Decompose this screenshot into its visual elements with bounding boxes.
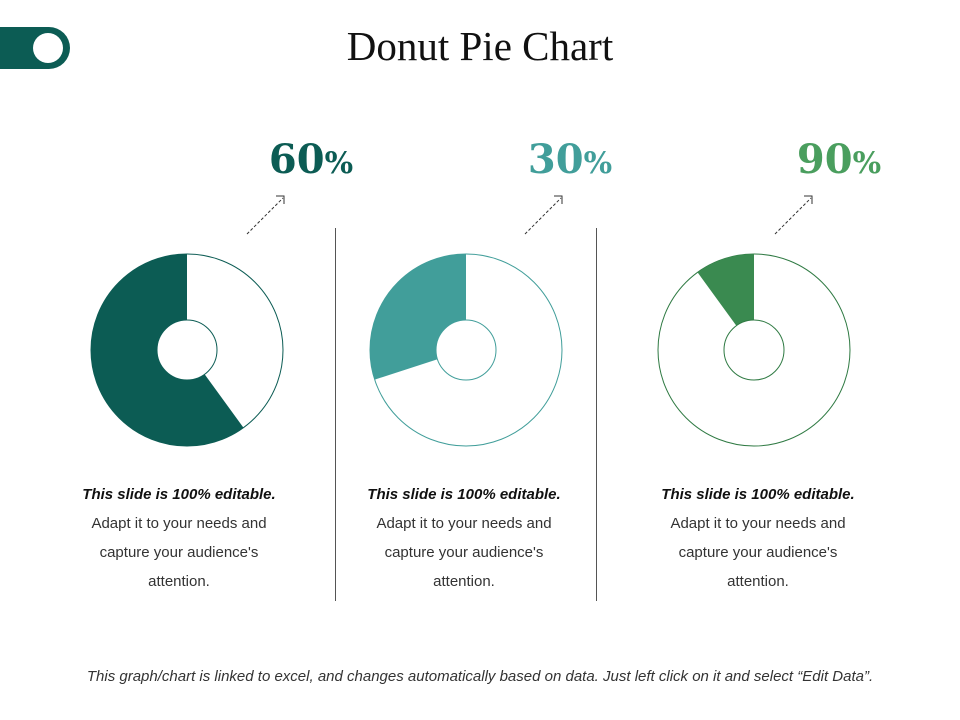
donut-hole-1 <box>156 319 218 381</box>
donut-hole-2 <box>435 319 497 381</box>
percentage-label-1: 60% <box>246 136 376 183</box>
caption-heading-2: This slide is 100% editable. <box>367 486 561 503</box>
caption-line-1a: Adapt it to your needs and <box>91 515 267 532</box>
caption-heading-1: This slide is 100% editable. <box>82 486 276 503</box>
percentage-value-3: 90 <box>796 136 853 183</box>
donut-chart-1[interactable] <box>87 250 287 450</box>
caption-line-3c: attention. <box>727 573 789 590</box>
arrow-icon <box>246 195 285 235</box>
caption-line-1b: capture your audience's <box>99 544 259 561</box>
divider-1 <box>335 228 336 601</box>
percentage-label-2: 30% <box>505 136 635 183</box>
caption-line-3b: capture your audience's <box>678 544 838 561</box>
divider-2 <box>596 228 597 601</box>
percentage-unit-3: % <box>852 146 882 181</box>
arrow-icon <box>524 195 563 235</box>
percentage-unit-1: % <box>324 146 354 181</box>
percentage-label-3: 90% <box>774 136 904 183</box>
caption-1: This slide is 100% editable. Adapt it to… <box>59 480 299 596</box>
page-title: Donut Pie Chart <box>346 23 614 69</box>
toggle-switch[interactable] <box>0 27 70 69</box>
percentage-value-1: 60 <box>268 136 325 183</box>
caption-2: This slide is 100% editable. Adapt it to… <box>344 480 584 596</box>
caption-heading-3: This slide is 100% editable. <box>661 486 855 503</box>
caption-line-2c: attention. <box>433 573 495 590</box>
percentage-value-2: 30 <box>527 136 584 183</box>
donut-hole-3 <box>723 319 785 381</box>
caption-line-2b: capture your audience's <box>384 544 544 561</box>
caption-line-3a: Adapt it to your needs and <box>670 515 846 532</box>
caption-line-2a: Adapt it to your needs and <box>376 515 552 532</box>
percentage-unit-2: % <box>583 146 613 181</box>
donut-chart-2[interactable] <box>366 250 566 450</box>
toggle-knob <box>33 33 63 63</box>
donut-chart-3[interactable] <box>654 250 854 450</box>
caption-line-1c: attention. <box>148 573 210 590</box>
caption-3: This slide is 100% editable. Adapt it to… <box>638 480 878 596</box>
footer-note: This graph/chart is linked to excel, and… <box>86 668 874 685</box>
arrow-icon <box>774 195 813 235</box>
